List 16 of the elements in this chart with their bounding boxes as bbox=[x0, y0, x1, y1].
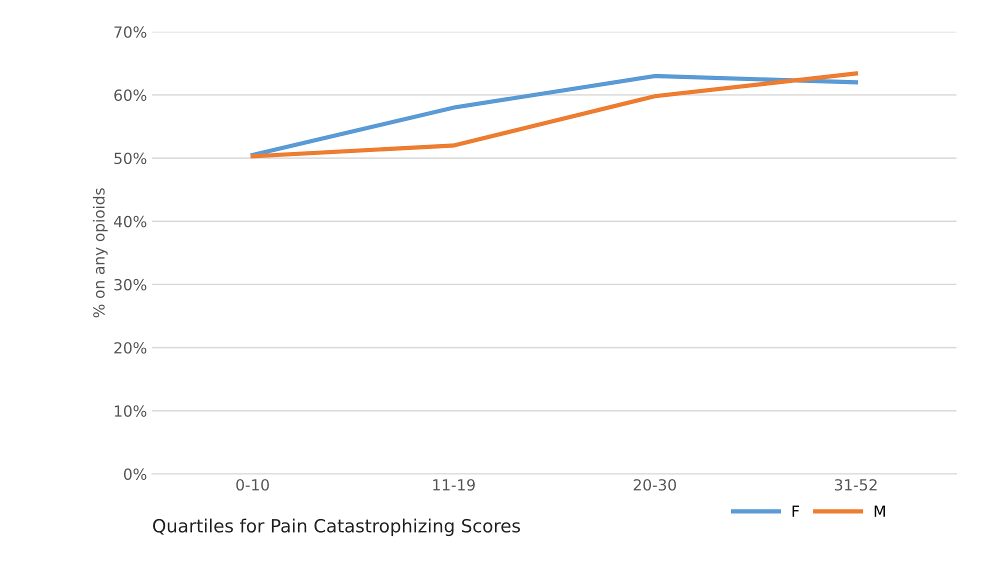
x-tick-label: 31-52 bbox=[834, 479, 877, 491]
x-tick-label: 20-30 bbox=[634, 479, 676, 491]
y-tick-label: 70% bbox=[114, 26, 146, 38]
y-tick-label: 60% bbox=[114, 89, 146, 101]
y-tick-label: 10% bbox=[114, 405, 146, 417]
y-tick-label: 30% bbox=[114, 278, 146, 290]
y-tick-label: 20% bbox=[114, 342, 146, 354]
x-tick-label: 0-10 bbox=[236, 479, 269, 491]
y-axis-title: % on any opioids bbox=[92, 188, 108, 318]
x-tick-label: 11-19 bbox=[433, 479, 475, 491]
y-tick-label: 40% bbox=[114, 216, 146, 228]
y-tick-label: 50% bbox=[114, 152, 146, 164]
legend-label: F bbox=[792, 506, 800, 517]
legend-label: M bbox=[874, 506, 885, 517]
x-axis-title: Quartiles for Pain Catastrophizing Scores bbox=[153, 518, 520, 536]
y-tick-label: 0% bbox=[124, 468, 146, 480]
